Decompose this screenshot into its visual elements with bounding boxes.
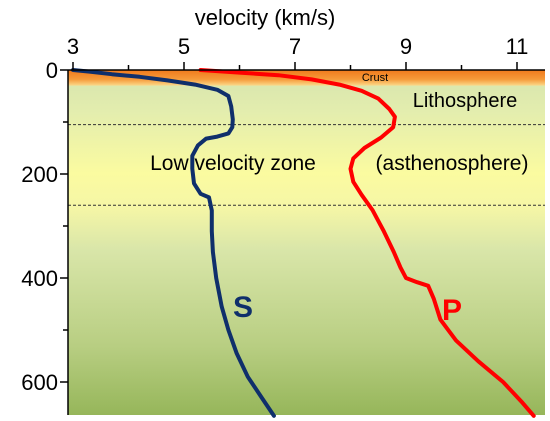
layer-boundaries <box>68 124 545 206</box>
layer-label-lithosphere: Lithosphere <box>413 90 518 112</box>
series-label-p: P <box>442 294 462 327</box>
x-tick-label-3: 3 <box>67 34 79 59</box>
y-tick-label-600: 600 <box>21 370 58 395</box>
background-gradient <box>68 70 545 415</box>
x-tick-label-5: 5 <box>178 34 190 59</box>
series-label-s: S <box>233 291 253 324</box>
x-tick-label-11: 11 <box>506 34 529 59</box>
x-tick-label-9: 9 <box>400 34 412 59</box>
x-tick-label-7: 7 <box>289 34 301 59</box>
layer-label-asthenosphere: (asthenosphere) <box>376 152 529 175</box>
axes: 3 5 7 9 11 0 200 400 600 <box>21 34 545 415</box>
layer-label-low-velocity-zone: Low velocity zone <box>150 152 316 175</box>
series-line-p <box>198 68 536 418</box>
series-lines <box>71 68 536 418</box>
y-tick-label-400: 400 <box>21 266 58 291</box>
y-tick-label-0: 0 <box>46 58 58 83</box>
series-line-s <box>71 68 276 418</box>
x-axis-title: velocity (km/s) <box>195 5 336 30</box>
plot-background <box>68 70 545 415</box>
y-tick-label-200: 200 <box>21 162 58 187</box>
layer-label-crust: Crust <box>362 72 388 84</box>
